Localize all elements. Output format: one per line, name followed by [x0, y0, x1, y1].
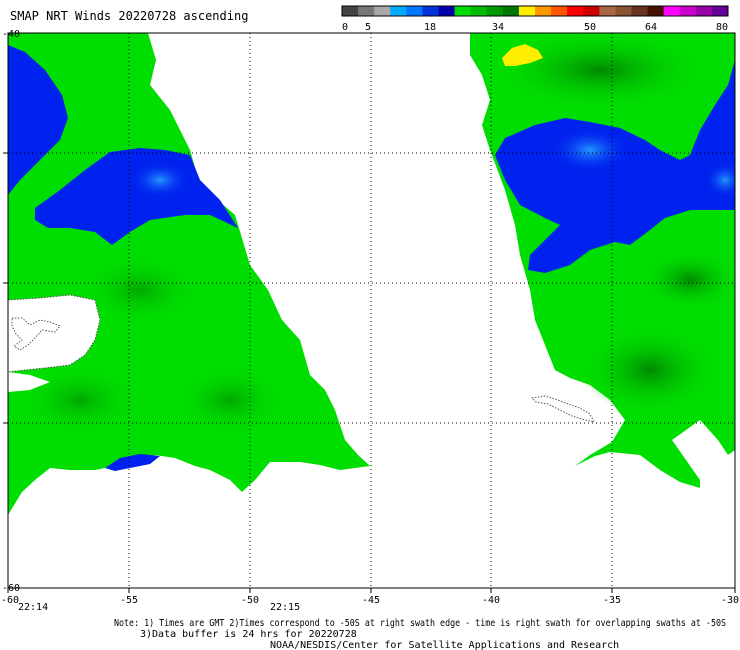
- colorbar-tick-label: 0: [342, 22, 348, 33]
- colorbar-tick-labels: 0 5 18 34 50 64 80: [342, 22, 728, 33]
- left-dark-patch: [20, 365, 140, 435]
- colorbar-segment: [679, 6, 697, 16]
- colorbar-segment: [486, 6, 504, 16]
- colorbar-segment: [422, 6, 439, 16]
- colorbar-tick-label: 5: [365, 22, 371, 33]
- island-outline-right: [530, 395, 595, 423]
- colorbar-tick-label: 64: [645, 22, 657, 33]
- swath-layer: [8, 33, 735, 515]
- colorbar-segment: [615, 6, 632, 16]
- y-axis-labels: -40 -60: [2, 29, 20, 594]
- left-blue-bottom: [105, 454, 160, 471]
- axis-ticks: [3, 152, 736, 593]
- colorbar-tick-label: 50: [584, 22, 596, 33]
- colorbar-segment: [695, 6, 713, 16]
- colorbar-segment: [583, 6, 600, 16]
- x-axis-labels: -60 -55 -50 -45 -40 -35 -30: [1, 595, 739, 606]
- colorbar-segment: [438, 6, 456, 16]
- footer-credit: NOAA/NESDIS/Center for Satellite Applica…: [270, 640, 619, 650]
- right-blue-light-2: [705, 162, 735, 198]
- time-label: 22:14: [18, 602, 48, 613]
- y-label-bottom: -60: [2, 583, 20, 594]
- y-label-top: -40: [2, 29, 20, 40]
- colorbar-segment: [358, 6, 375, 16]
- colorbar-frame: [341, 5, 729, 17]
- left-dark-patch-2: [80, 255, 200, 325]
- colorbar-tick-label: 34: [492, 22, 504, 33]
- colorbar-segment: [374, 6, 391, 16]
- x-label: -50: [241, 595, 259, 606]
- grid: [8, 33, 735, 588]
- colorbar-segment: [502, 6, 520, 16]
- colorbar-segment: [518, 6, 536, 16]
- right-dark-patch-3: [640, 250, 735, 310]
- x-label: -55: [120, 595, 138, 606]
- colorbar-segment: [342, 6, 359, 16]
- colorbar-segment: [663, 6, 681, 16]
- x-label: -30: [721, 595, 739, 606]
- colorbar-tick-label: 80: [716, 22, 728, 33]
- time-label: 22:15: [270, 602, 300, 613]
- map-title: SMAP NRT Winds 20220728 ascending: [10, 9, 248, 23]
- left-blue-light: [130, 162, 190, 198]
- colorbar-segment: [631, 6, 649, 16]
- left-dark-patch-3: [175, 365, 285, 435]
- high-wind-patch: [502, 44, 543, 66]
- right-dark-patch: [490, 33, 710, 110]
- left-blue-top: [8, 45, 68, 195]
- colorbar-tick-label: 18: [424, 22, 436, 33]
- colorbar-segment: [599, 6, 616, 16]
- x-label: -45: [362, 595, 380, 606]
- footer-note-line1: Note: 1) Times are GMT 2)Times correspon…: [114, 618, 726, 629]
- colorbar-segment: [406, 6, 423, 16]
- colorbar-segment: [535, 6, 552, 16]
- left-blue-band: [35, 148, 238, 245]
- x-label: -35: [603, 595, 621, 606]
- land-left: [8, 294, 101, 373]
- colorbar-segment: [647, 6, 665, 16]
- wind-speed-colorbar: [341, 5, 729, 17]
- right-dark-patch-2: [580, 325, 720, 415]
- island-outline-left: [11, 317, 61, 351]
- right-blue-light: [550, 128, 630, 172]
- land-left-2: [8, 372, 50, 392]
- colorbar-segment: [711, 6, 729, 16]
- colorbar-segment: [470, 6, 488, 16]
- x-label: -40: [482, 595, 500, 606]
- x-label: -60: [1, 595, 19, 606]
- colorbar-segment: [454, 6, 472, 16]
- colorbar-segment: [567, 6, 584, 16]
- colorbar-segment: [390, 6, 407, 16]
- footer-note-line2: 3)Data buffer is 24 hrs for 20220728: [140, 629, 357, 640]
- colorbar-segment: [551, 6, 568, 16]
